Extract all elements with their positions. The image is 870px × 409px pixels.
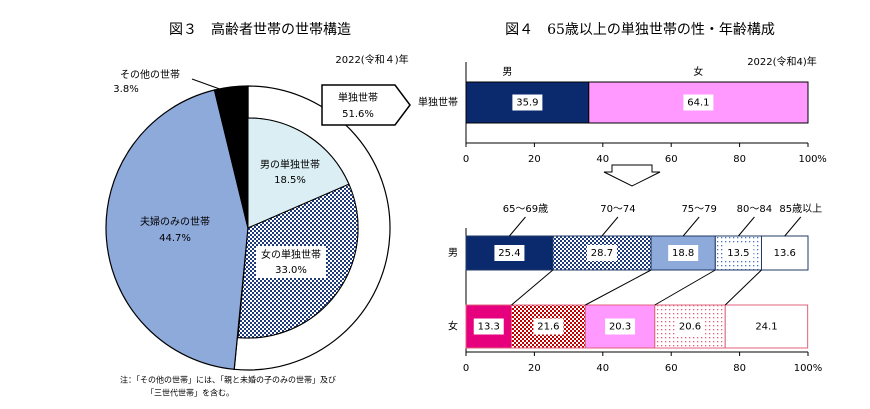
connector-line xyxy=(585,269,652,306)
x-tick-label: 40 xyxy=(596,154,609,165)
leader-line xyxy=(601,216,619,237)
value-label: 13.6 xyxy=(774,248,796,259)
y-tick-label: 単独世帯 xyxy=(418,96,458,109)
legend-label: 男 xyxy=(502,66,512,78)
value-label-bg xyxy=(512,94,543,111)
chart-title: 図４ 65歳以上の単独世帯の性・年齢構成 xyxy=(505,22,775,38)
slice-label: 夫婦のみの世帯 xyxy=(140,215,210,228)
series-label: 70～74 xyxy=(600,204,635,215)
value-label: 24.1 xyxy=(755,322,777,333)
subtitle: 2022(令和4)年 xyxy=(747,55,817,68)
leader-line xyxy=(191,78,229,93)
value-label: 13.5 xyxy=(727,248,749,259)
slice-value: 3.8% xyxy=(113,84,138,95)
slice-label: 単独世帯 xyxy=(338,91,378,104)
slice-label: その他の世帯 xyxy=(120,68,180,81)
series-label: 85歳以上 xyxy=(779,203,822,215)
value-label: 28.7 xyxy=(591,248,613,259)
slice-label: 男の単独世帯 xyxy=(260,158,320,171)
x-tick-label: 100 xyxy=(798,154,817,165)
x-tick-label: 0 xyxy=(463,154,469,165)
value-label: 21.6 xyxy=(537,322,559,333)
bar-segment xyxy=(714,235,762,271)
slice-value: 51.6% xyxy=(342,109,374,120)
value-label-bg xyxy=(494,245,525,261)
x-tick-label: 40 xyxy=(596,363,609,374)
value-label-bg xyxy=(533,318,564,335)
y-tick-label: 男 xyxy=(448,247,458,259)
value-label-bg xyxy=(723,245,754,261)
series-label: 80～84 xyxy=(737,204,772,215)
x-unit: % xyxy=(817,154,827,165)
value-label-bg xyxy=(683,94,714,111)
series-label: 65～69歳 xyxy=(503,203,548,215)
label-bg xyxy=(133,212,217,246)
leader-line xyxy=(784,216,802,237)
subtitle: 2022(令和４)年 xyxy=(335,53,408,66)
x-tick-label: 80 xyxy=(733,154,746,165)
value-label-bg xyxy=(605,318,636,335)
value-label: 13.3 xyxy=(478,322,500,333)
x-tick-label: 20 xyxy=(528,363,541,374)
pie-slice-inner xyxy=(247,117,350,229)
value-label: 18.8 xyxy=(672,248,694,259)
pie-slice xyxy=(213,85,249,229)
slice-value: 33.0% xyxy=(275,265,307,276)
connector-line xyxy=(654,269,716,306)
note: 「三世代世帯」を含む。 xyxy=(146,388,234,398)
arrow xyxy=(603,164,661,187)
y-tick-label: 女 xyxy=(448,320,458,333)
value-label-bg xyxy=(769,245,800,261)
value-label-bg xyxy=(473,318,504,335)
leader-line xyxy=(738,216,755,237)
slice-label: 女の単独世帯 xyxy=(261,248,321,261)
label-bg xyxy=(256,246,326,278)
legend-label: 女 xyxy=(693,65,703,78)
leader-line xyxy=(682,216,700,237)
value-label-bg xyxy=(668,245,699,261)
value-label-bg xyxy=(751,318,782,335)
chart-title: 図３ 高齢者世帯の世帯構造 xyxy=(169,21,351,38)
series-label: 75～79 xyxy=(681,204,716,215)
value-label: 25.4 xyxy=(498,248,520,259)
note: 注：「その他の世帯」には、「親と未婚の子のみの世帯」及び xyxy=(120,375,336,385)
x-tick-label: 0 xyxy=(463,363,469,374)
x-tick-label: 60 xyxy=(665,154,678,165)
x-tick-label: 60 xyxy=(665,363,678,374)
connector-line xyxy=(724,269,762,306)
value-label: 35.9 xyxy=(516,98,538,109)
value-label-bg xyxy=(675,318,706,335)
x-tick-label: 100% xyxy=(794,363,823,374)
connector-line xyxy=(511,269,554,306)
x-tick-label: 20 xyxy=(528,154,541,165)
value-label-bg xyxy=(586,245,617,261)
x-tick-label: 80 xyxy=(733,363,746,374)
value-label: 20.3 xyxy=(609,322,631,333)
slice-value: 44.7% xyxy=(159,233,191,244)
leader-line xyxy=(509,216,526,237)
label-box xyxy=(321,84,411,126)
value-label: 20.6 xyxy=(679,322,701,333)
value-label: 64.1 xyxy=(687,98,709,109)
slice-value: 18.5% xyxy=(274,175,306,186)
